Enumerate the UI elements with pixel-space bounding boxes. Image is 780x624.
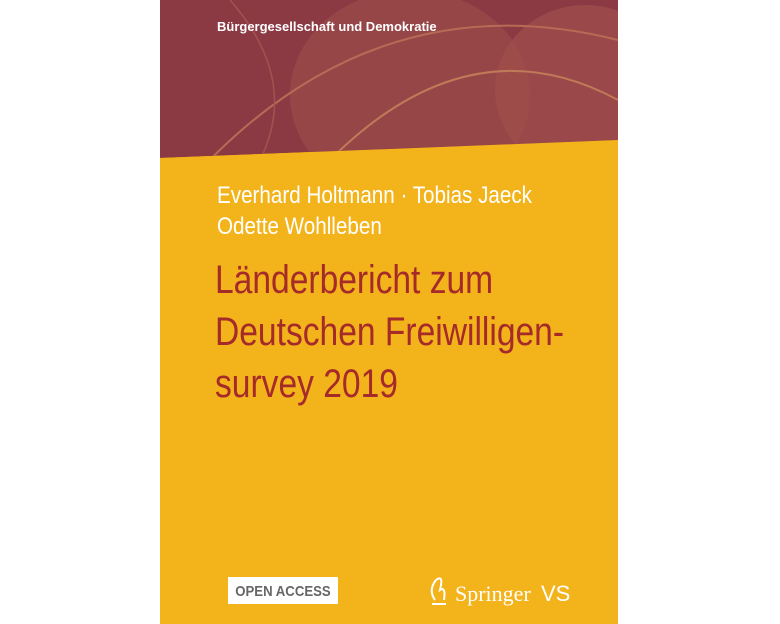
cover: Bürgergesellschaft und Demokratie Everha… <box>160 0 618 624</box>
title-line: Deutschen Freiwilligen- <box>215 309 564 353</box>
title-line: Länderbericht zum <box>215 257 493 301</box>
title: Länderbericht zum Deutschen Freiwilligen… <box>215 257 564 405</box>
badge-box <box>228 577 338 604</box>
publisher-name: Springer <box>455 581 531 606</box>
publisher-logo: Springer VS <box>430 577 570 606</box>
publisher-imprint: VS <box>541 581 570 606</box>
badge: OPEN ACCESS <box>235 582 330 599</box>
author-line: Odette Wohlleben <box>217 213 382 240</box>
series: Bürgergesellschaft und Demokratie <box>217 19 437 34</box>
title-line: survey 2019 <box>215 361 398 405</box>
horse-icon <box>430 577 446 605</box>
author-line: Everhard Holtmann · Tobias Jaeck <box>217 182 533 209</box>
authors: Everhard Holtmann · Tobias Jaeck Odette … <box>217 182 533 240</box>
